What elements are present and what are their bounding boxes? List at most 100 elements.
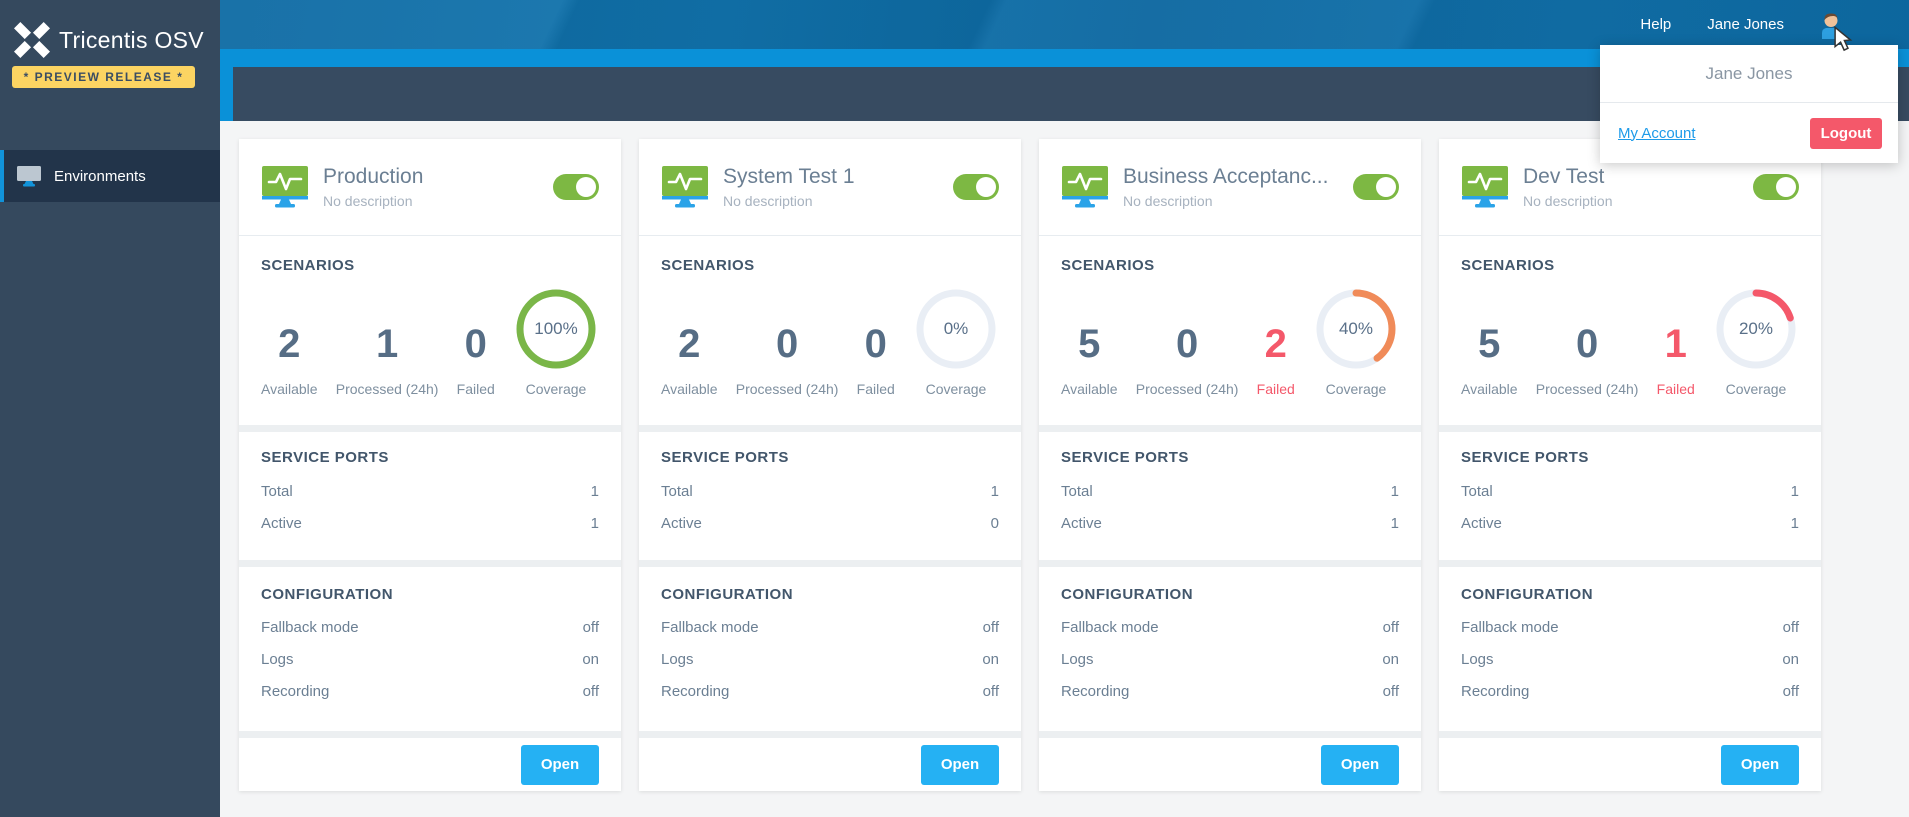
available-count: 2 — [678, 322, 701, 366]
scenarios-section: SCENARIOS 5 Available 0 Processed (24h) … — [1039, 236, 1421, 397]
scenarios-section: SCENARIOS 2 Available 0 Processed (24h) … — [639, 236, 1021, 397]
coverage-label: Coverage — [1325, 381, 1387, 397]
coverage-stat: 40% Coverage — [1313, 286, 1399, 397]
total-label: Total — [261, 483, 293, 500]
total-row: Total 1 — [261, 483, 599, 500]
service-ports-heading: SERVICE PORTS — [1061, 449, 1189, 466]
active-row: Active 1 — [1061, 515, 1399, 532]
toggle-knob — [576, 177, 596, 197]
environment-monitor-icon — [1462, 166, 1508, 208]
available-stat: 5 Available — [1061, 324, 1118, 397]
processed-label: Processed (24h) — [735, 381, 839, 397]
failed-stat: 0 Failed — [457, 324, 495, 397]
recording-row: Recording off — [1061, 683, 1399, 700]
processed-count: 1 — [375, 322, 399, 366]
configuration-heading: CONFIGURATION — [1461, 586, 1594, 603]
processed-count: 0 — [1575, 322, 1599, 366]
coverage-stat: 100% Coverage — [513, 286, 599, 397]
open-button[interactable]: Open — [521, 744, 599, 785]
scenarios-heading: SCENARIOS — [1061, 257, 1155, 274]
environment-card: Production No description SCENARIOS 2 Av… — [239, 139, 621, 791]
card-header: Dev Test No description — [1439, 139, 1821, 236]
dropdown-user-name: Jane Jones — [1705, 63, 1793, 83]
total-value: 1 — [1390, 483, 1399, 500]
available-count: 5 — [1078, 322, 1101, 366]
fallback-label: Fallback mode — [661, 619, 759, 636]
configuration-section: CONFIGURATION Fallback mode off Logs on … — [239, 567, 621, 731]
toggle-knob — [976, 177, 996, 197]
logs-row: Logs on — [261, 651, 599, 668]
sidebar-item-label: Environments — [54, 167, 146, 185]
environment-name: Production — [323, 165, 424, 188]
failed-stat: 0 Failed — [857, 324, 895, 397]
failed-stat: 2 Failed — [1257, 324, 1295, 397]
active-accent-bar — [0, 150, 4, 202]
environment-enabled-toggle[interactable] — [1353, 174, 1399, 200]
total-value: 1 — [990, 483, 999, 500]
total-row: Total 1 — [661, 483, 999, 500]
open-button[interactable]: Open — [921, 744, 999, 785]
fallback-value: off — [982, 619, 999, 636]
environment-description: No description — [1523, 193, 1613, 209]
sidebar-item-environments[interactable]: Environments — [0, 150, 220, 202]
card-footer: Open — [639, 738, 1021, 791]
configuration-section: CONFIGURATION Fallback mode off Logs on … — [639, 567, 1021, 731]
coverage-gauge: 100% — [513, 286, 599, 372]
toggle-knob — [1376, 177, 1396, 197]
active-value: 1 — [590, 515, 599, 532]
logs-label: Logs — [1461, 651, 1494, 668]
failed-stat: 1 Failed — [1657, 324, 1695, 397]
environment-monitor-icon — [1062, 166, 1108, 208]
recording-label: Recording — [1061, 683, 1130, 700]
processed-stat: 1 Processed (24h) — [336, 324, 439, 397]
active-row: Active 1 — [1461, 515, 1799, 532]
environment-monitor-icon — [262, 166, 308, 208]
mouse-cursor — [1834, 26, 1853, 52]
coverage-label: Coverage — [525, 381, 587, 397]
service-ports-section: SERVICE PORTS Total 1 Active 1 — [1039, 432, 1421, 560]
active-label: Active — [261, 515, 302, 532]
logout-button[interactable]: Logout — [1810, 117, 1882, 149]
card-header: System Test 1 No description — [639, 139, 1021, 236]
scenarios-heading: SCENARIOS — [261, 257, 355, 274]
coverage-stat: 0% Coverage — [913, 286, 999, 397]
open-button[interactable]: Open — [1321, 744, 1399, 785]
service-ports-section: SERVICE PORTS Total 1 Active 1 — [1439, 432, 1821, 560]
app-title: Tricentis OSV — [59, 26, 204, 53]
failed-count: 0 — [464, 322, 487, 366]
failed-label: Failed — [1656, 381, 1695, 397]
active-value: 1 — [1790, 515, 1799, 532]
total-row: Total 1 — [1461, 483, 1799, 500]
fallback-value: off — [1782, 619, 1799, 636]
preview-release-badge: * PREVIEW RELEASE * — [12, 66, 195, 88]
failed-count: 2 — [1264, 322, 1287, 366]
active-value: 0 — [990, 515, 999, 532]
logs-row: Logs on — [1461, 651, 1799, 668]
environment-enabled-toggle[interactable] — [953, 174, 999, 200]
active-label: Active — [1461, 515, 1502, 532]
monitor-icon — [17, 166, 41, 187]
total-label: Total — [1061, 483, 1093, 500]
user-name-link[interactable]: Jane Jones — [1707, 16, 1784, 33]
available-label: Available — [1461, 381, 1518, 397]
available-count: 5 — [1478, 322, 1501, 366]
card-footer: Open — [1439, 738, 1821, 791]
environment-card: System Test 1 No description SCENARIOS 2… — [639, 139, 1021, 791]
scenarios-section: SCENARIOS 5 Available 0 Processed (24h) … — [1439, 236, 1821, 397]
coverage-label: Coverage — [925, 381, 987, 397]
topbar-actions: Help Jane Jones — [1640, 0, 1842, 49]
service-ports-section: SERVICE PORTS Total 1 Active 0 — [639, 432, 1021, 560]
logs-value: on — [982, 651, 999, 668]
configuration-heading: CONFIGURATION — [661, 586, 794, 603]
fallback-label: Fallback mode — [261, 619, 359, 636]
fallback-label: Fallback mode — [1061, 619, 1159, 636]
available-label: Available — [661, 381, 718, 397]
environment-enabled-toggle[interactable] — [1753, 174, 1799, 200]
available-stat: 5 Available — [1461, 324, 1518, 397]
my-account-link[interactable]: My Account — [1618, 124, 1696, 142]
help-link[interactable]: Help — [1640, 16, 1672, 33]
environment-enabled-toggle[interactable] — [553, 174, 599, 200]
open-button[interactable]: Open — [1721, 744, 1799, 785]
processed-stat: 0 Processed (24h) — [736, 324, 839, 397]
logs-value: on — [1782, 651, 1799, 668]
